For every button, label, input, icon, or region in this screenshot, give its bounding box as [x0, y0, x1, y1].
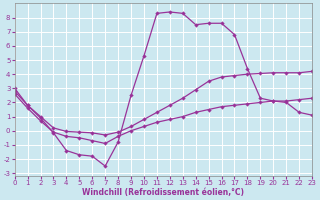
X-axis label: Windchill (Refroidissement éolien,°C): Windchill (Refroidissement éolien,°C): [82, 188, 244, 197]
